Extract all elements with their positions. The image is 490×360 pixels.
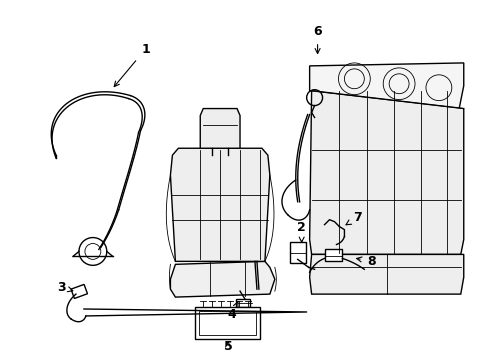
Text: 1: 1 <box>114 42 150 86</box>
Bar <box>324 249 343 261</box>
Text: 2: 2 <box>297 221 306 242</box>
Bar <box>196 307 260 339</box>
Text: 4: 4 <box>228 302 238 321</box>
Polygon shape <box>200 109 240 148</box>
Polygon shape <box>310 255 464 294</box>
Text: 7: 7 <box>346 211 362 225</box>
Text: 6: 6 <box>313 24 322 54</box>
Polygon shape <box>171 148 270 261</box>
Bar <box>236 299 250 307</box>
Text: 3: 3 <box>57 281 73 294</box>
Polygon shape <box>310 91 464 255</box>
Bar <box>290 242 306 264</box>
Bar <box>199 311 256 335</box>
Polygon shape <box>310 63 464 111</box>
Bar <box>71 284 88 298</box>
Polygon shape <box>171 261 275 297</box>
Text: 8: 8 <box>357 255 376 268</box>
Text: 5: 5 <box>224 340 232 353</box>
